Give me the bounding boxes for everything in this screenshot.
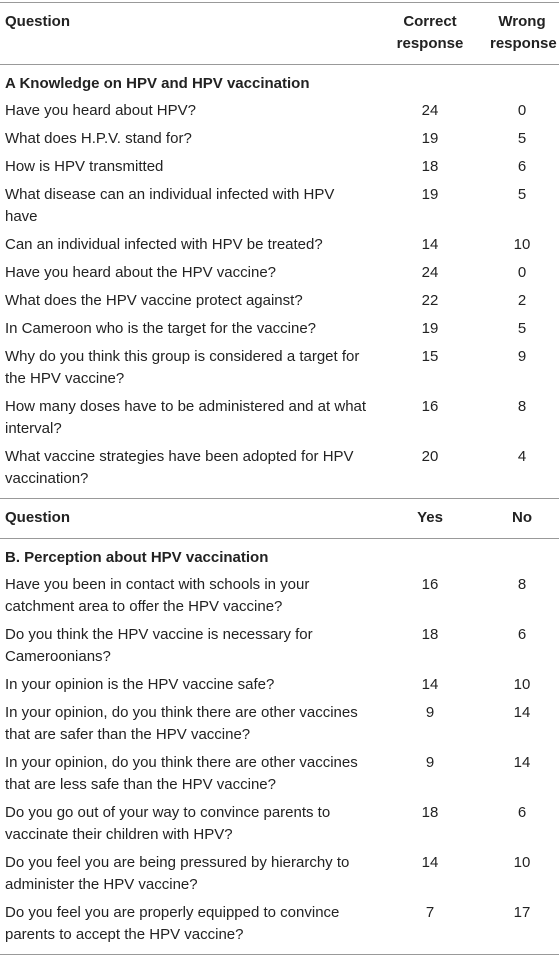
- count-cell: 9: [425, 754, 435, 771]
- table-row: What does H.P.V. stand for? 19 5: [0, 125, 559, 153]
- table-row: In your opinion is the HPV vaccine safe?…: [0, 671, 559, 699]
- column-header: Correct response: [375, 2, 485, 65]
- count-cell: 9: [517, 348, 527, 365]
- table-row: Have you been in contact with schools in…: [0, 571, 559, 621]
- section-title: B. Perception about HPV vaccination: [5, 549, 269, 566]
- question-cell: What does the HPV vaccine protect agains…: [5, 292, 303, 309]
- count-cell: 18: [421, 158, 439, 175]
- count-cell: 10: [513, 236, 531, 253]
- question-cell: Have you been in contact with schools in…: [5, 576, 310, 615]
- question-cell: What vaccine strategies have been adopte…: [5, 448, 354, 487]
- question-cell: How is HPV transmitted: [5, 158, 164, 175]
- count-cell: 24: [421, 102, 439, 119]
- table-row: Do you feel you are being pressured by h…: [0, 849, 559, 899]
- count-cell: 6: [517, 804, 527, 821]
- section-row: B. Perception about HPV vaccination: [0, 539, 559, 572]
- count-cell: 19: [421, 320, 439, 337]
- table-row: Do you feel you are properly equipped to…: [0, 899, 559, 955]
- column-header: Question: [0, 498, 375, 539]
- count-cell: 9: [425, 704, 435, 721]
- count-cell: 8: [517, 576, 527, 593]
- count-cell: 0: [517, 102, 527, 119]
- count-cell: 14: [513, 754, 531, 771]
- table-row: In your opinion, do you think there are …: [0, 749, 559, 799]
- header-row: Question Correct response Wrong response: [0, 2, 559, 65]
- question-cell: Can an individual infected with HPV be t…: [5, 236, 323, 253]
- count-cell: 18: [421, 804, 439, 821]
- question-cell: How many doses have to be administered a…: [5, 398, 367, 437]
- count-cell: 6: [517, 626, 527, 643]
- question-cell: Have you heard about HPV?: [5, 102, 196, 119]
- count-cell: 14: [421, 676, 439, 693]
- count-cell: 7: [375, 899, 485, 955]
- count-cell: 6: [517, 158, 527, 175]
- count-cell: 16: [421, 576, 439, 593]
- count-cell: 14: [421, 236, 439, 253]
- question-cell: Why do you think this group is considere…: [5, 348, 360, 387]
- count-cell: 10: [513, 854, 531, 871]
- count-cell: 20: [421, 448, 439, 465]
- question-cell: Do you feel you are properly equipped to…: [0, 899, 375, 955]
- table-row: How is HPV transmitted 18 6: [0, 153, 559, 181]
- section-row: A Knowledge on HPV and HPV vaccination: [0, 65, 559, 98]
- count-cell: 19: [421, 130, 439, 147]
- count-cell: 15: [421, 348, 439, 365]
- count-cell: 17: [485, 899, 559, 955]
- count-cell: 5: [517, 320, 527, 337]
- question-cell: Do you go out of your way to convince pa…: [5, 804, 331, 843]
- column-header: No: [485, 498, 559, 539]
- table-row: Do you think the HPV vaccine is necessar…: [0, 621, 559, 671]
- count-cell: 5: [517, 186, 527, 203]
- question-cell: What disease can an individual infected …: [5, 186, 335, 225]
- table-row: Can an individual infected with HPV be t…: [0, 231, 559, 259]
- count-cell: 16: [421, 398, 439, 415]
- count-cell: 14: [513, 704, 531, 721]
- section-title: A Knowledge on HPV and HPV vaccination: [5, 75, 310, 92]
- count-cell: 2: [517, 292, 527, 309]
- count-cell: 22: [421, 292, 439, 309]
- table-row: Have you heard about HPV? 24 0: [0, 97, 559, 125]
- question-cell: Have you heard about the HPV vaccine?: [5, 264, 277, 281]
- question-cell: Do you think the HPV vaccine is necessar…: [5, 626, 313, 665]
- question-cell: What does H.P.V. stand for?: [5, 130, 192, 147]
- table-row: In your opinion, do you think there are …: [0, 699, 559, 749]
- question-cell: In Cameroon who is the target for the va…: [5, 320, 317, 337]
- table-row: Do you go out of your way to convince pa…: [0, 799, 559, 849]
- column-header: Wrong response: [485, 2, 559, 65]
- table-row: Why do you think this group is considere…: [0, 343, 559, 393]
- column-header: Question: [0, 2, 375, 65]
- table-row: Have you heard about the HPV vaccine? 24 0: [0, 259, 559, 287]
- count-cell: 18: [421, 626, 439, 643]
- count-cell: 19: [421, 186, 439, 203]
- count-cell: 24: [421, 264, 439, 281]
- question-cell: In your opinion, do you think there are …: [5, 704, 358, 743]
- table-row: In Cameroon who is the target for the va…: [0, 315, 559, 343]
- question-cell: In your opinion, do you think there are …: [5, 754, 358, 793]
- count-cell: 14: [421, 854, 439, 871]
- header-row: Question Yes No: [0, 498, 559, 539]
- count-cell: 10: [513, 676, 531, 693]
- count-cell: 4: [517, 448, 527, 465]
- count-cell: 0: [517, 264, 527, 281]
- table-row: What does the HPV vaccine protect agains…: [0, 287, 559, 315]
- table-row: What disease can an individual infected …: [0, 181, 559, 231]
- count-cell: 8: [517, 398, 527, 415]
- table-row: What vaccine strategies have been adopte…: [0, 443, 559, 499]
- table-row: How many doses have to be administered a…: [0, 393, 559, 443]
- count-cell: 5: [517, 130, 527, 147]
- question-cell: In your opinion is the HPV vaccine safe?: [5, 676, 275, 693]
- question-cell: Do you feel you are being pressured by h…: [5, 854, 350, 893]
- column-header: Yes: [375, 498, 485, 539]
